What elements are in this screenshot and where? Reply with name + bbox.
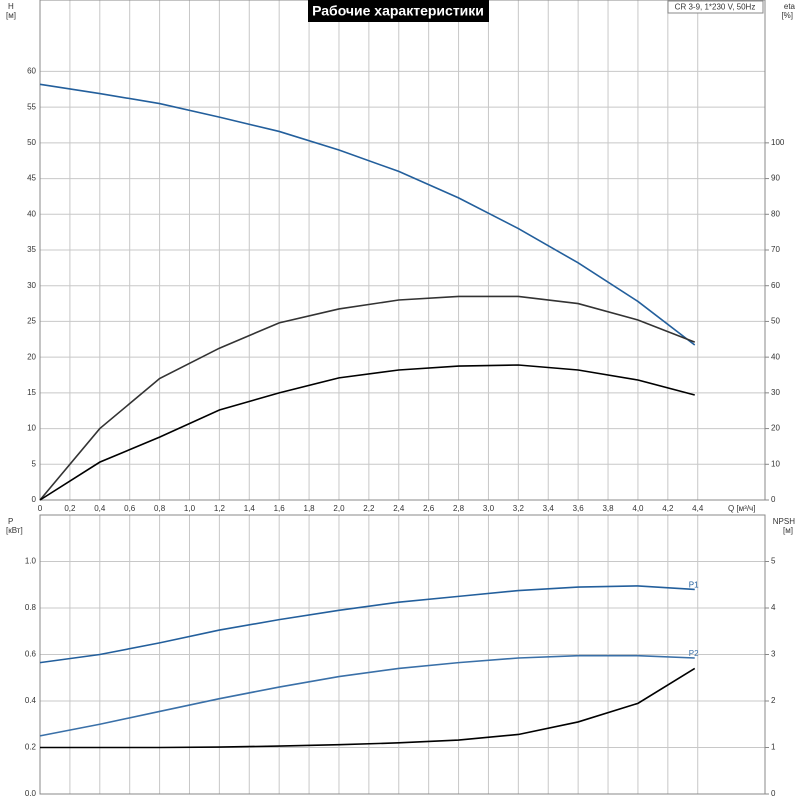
- y2-tick-label: 80: [771, 209, 780, 218]
- x-tick-label: 1,6: [274, 504, 286, 513]
- y2-tick-label: 0: [771, 495, 776, 504]
- y2-tick-label: 4: [771, 603, 776, 612]
- y-tick-label: 35: [27, 245, 36, 254]
- y-tick-label: 0.8: [25, 603, 37, 612]
- x-tick-label: 3,6: [573, 504, 585, 513]
- series-line: [39, 295, 696, 501]
- y2-tick-label: 50: [771, 317, 780, 326]
- series-line: [40, 667, 696, 749]
- y2-tick-label: 3: [771, 650, 776, 659]
- y2-tick-label: 90: [771, 174, 780, 183]
- x-tick-label: 3,8: [602, 504, 614, 513]
- y-tick-label: 30: [27, 281, 36, 290]
- x-tick-label: 0,2: [64, 504, 76, 513]
- y-tick-label: 10: [27, 424, 36, 433]
- mark-layer: [39, 83, 696, 749]
- y2-tick-label: 20: [771, 424, 780, 433]
- x-tick-label: 2,6: [423, 504, 435, 513]
- x-tick-label: 0,4: [94, 504, 106, 513]
- x-tick-label: 4,4: [692, 504, 704, 513]
- series-label: P2: [689, 649, 699, 658]
- series-line: [39, 654, 695, 737]
- x-tick-label: 0,8: [154, 504, 166, 513]
- y-tick-label: 0.6: [25, 650, 37, 659]
- y-axis-label: H: [8, 2, 14, 11]
- x-tick-label: 4,2: [662, 504, 674, 513]
- y2-tick-label: 10: [771, 459, 780, 468]
- y-tick-label: 5: [32, 459, 37, 468]
- y-tick-label: 25: [27, 317, 36, 326]
- y2-tick-label: 30: [771, 388, 780, 397]
- y2-axis-label: NPSH: [773, 517, 795, 526]
- y-axis-label: P: [8, 517, 13, 526]
- x-tick-label: 2,8: [453, 504, 465, 513]
- x-tick-label: 1,4: [244, 504, 256, 513]
- x-tick-label: 4,0: [632, 504, 644, 513]
- x-tick-label: 3,2: [513, 504, 525, 513]
- y2-tick-label: 1: [771, 743, 776, 752]
- y2-tick-label: 40: [771, 352, 780, 361]
- y-axis-unit: [кВт]: [6, 526, 23, 535]
- series-label: P1: [689, 581, 699, 590]
- x-tick-label: 0: [38, 504, 43, 513]
- x-tick-label: 1,8: [304, 504, 316, 513]
- y-tick-label: 60: [27, 67, 36, 76]
- x-tick-label: 0,6: [124, 504, 136, 513]
- y-tick-label: 15: [27, 388, 36, 397]
- y2-tick-label: 100: [771, 138, 785, 147]
- x-tick-label: 1,0: [184, 504, 196, 513]
- y2-axis-unit: [м]: [783, 526, 793, 535]
- series-line: [39, 364, 695, 501]
- x-tick-label: 1,2: [214, 504, 226, 513]
- y-tick-label: 50: [27, 138, 36, 147]
- y-tick-label: 40: [27, 209, 36, 218]
- y-tick-label: 20: [27, 352, 36, 361]
- x-axis-label: Q [м³/ч]: [728, 504, 755, 513]
- y2-axis-label: eta: [784, 2, 796, 11]
- y2-tick-label: 0: [771, 789, 776, 798]
- annotation: CR 3-9, 1*230 V, 50Hz: [675, 3, 756, 12]
- y-tick-label: 0: [32, 495, 37, 504]
- y-axis-unit: [м]: [6, 11, 16, 20]
- title-box: [308, 0, 489, 22]
- x-tick-label: 2,2: [363, 504, 375, 513]
- x-tick-label: 2,0: [333, 504, 345, 513]
- y2-tick-label: 60: [771, 281, 780, 290]
- x-tick-label: 3,0: [483, 504, 495, 513]
- y-tick-label: 0.4: [25, 696, 37, 705]
- y-tick-label: 0.2: [25, 743, 37, 752]
- y2-axis-unit: [%]: [781, 11, 793, 20]
- x-tick-label: 3,4: [543, 504, 555, 513]
- y-tick-label: 1.0: [25, 557, 37, 566]
- x-tick-label: 2,4: [393, 504, 405, 513]
- y2-tick-label: 5: [771, 557, 776, 566]
- y2-tick-label: 70: [771, 245, 780, 254]
- annotation-box: [667, 0, 764, 14]
- y-tick-label: 55: [27, 102, 36, 111]
- series-line: [39, 83, 696, 346]
- chart-title: Рабочие характеристики: [312, 3, 484, 19]
- y2-tick-label: 2: [771, 696, 776, 705]
- series-line: [39, 585, 695, 664]
- y-tick-label: 45: [27, 174, 36, 183]
- y-tick-label: 0.0: [25, 789, 37, 798]
